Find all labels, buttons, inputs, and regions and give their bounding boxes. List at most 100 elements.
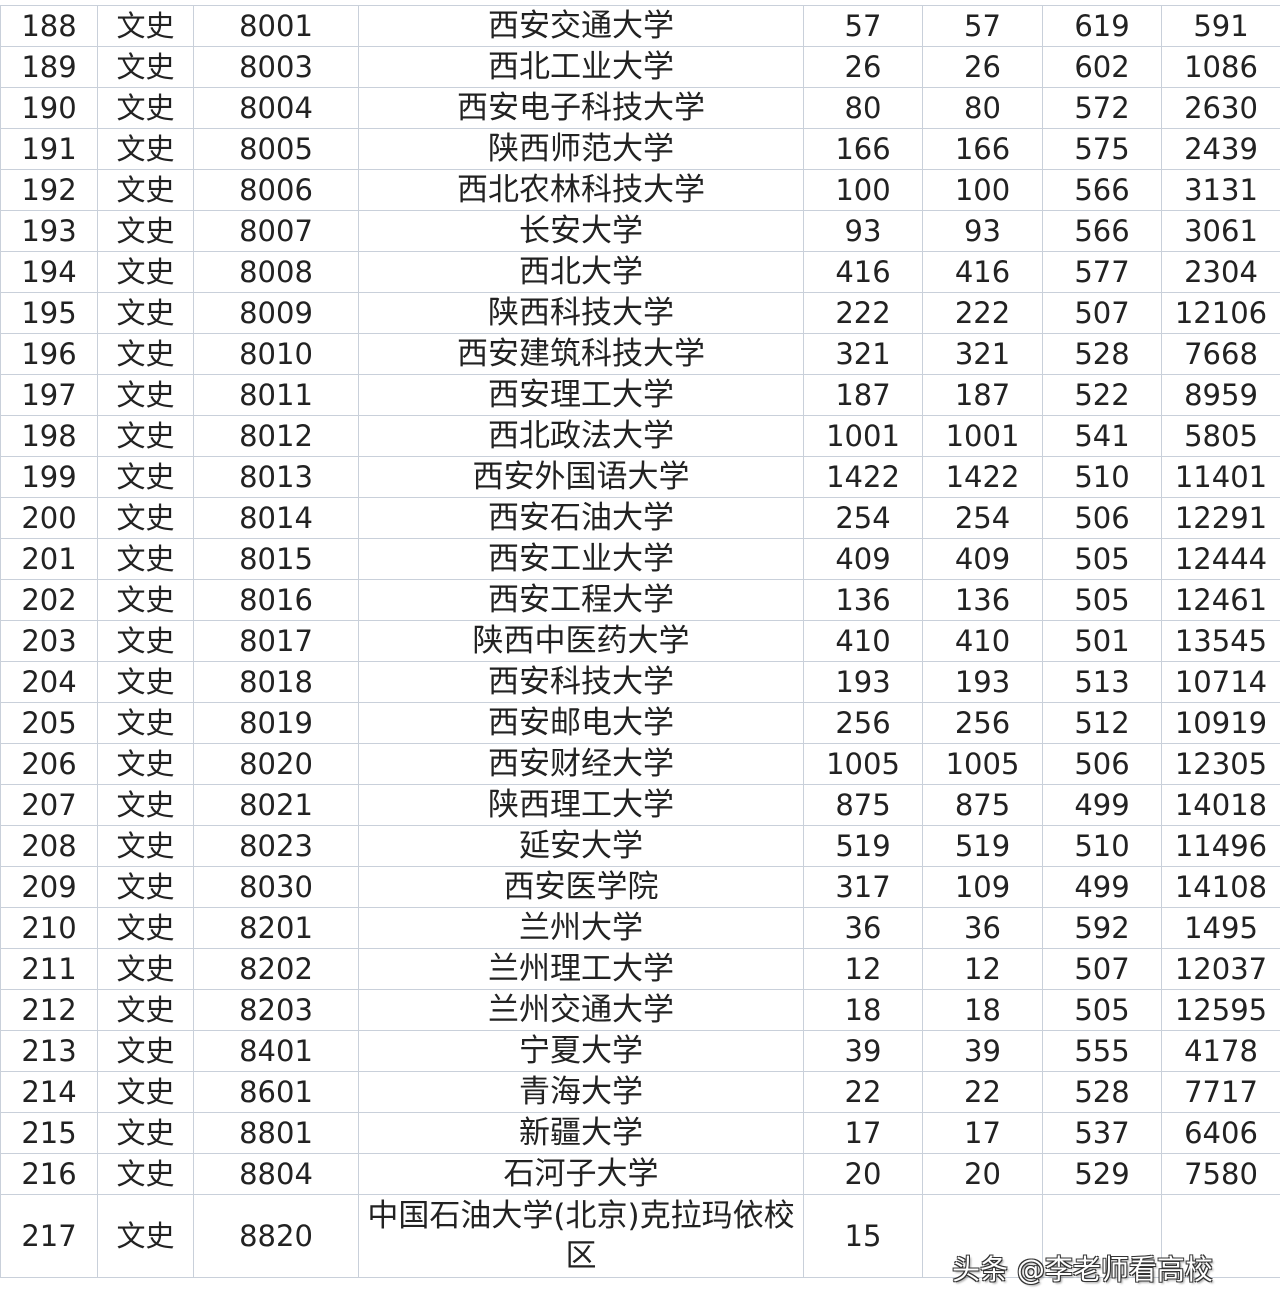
row-index-cell: 191 <box>0 128 98 170</box>
row-index-cell: 195 <box>0 292 98 334</box>
table-row: 191 文史 8005 陕西师范大学 166 166 575 2439 <box>0 128 1280 170</box>
school-code-cell: 8015 <box>193 538 359 580</box>
col-5-cell: 410 <box>803 620 923 662</box>
col-6-cell: 22 <box>922 1071 1043 1113</box>
row-index-cell: 215 <box>0 1112 98 1154</box>
school-code-cell: 8008 <box>193 251 359 293</box>
col-5-cell: 17 <box>803 1112 923 1154</box>
school-name-cell: 陕西师范大学 <box>358 128 804 170</box>
table-row: 200 文史 8014 西安石油大学 254 254 506 12291 <box>0 497 1280 539</box>
col-8-cell: 14108 <box>1161 866 1280 908</box>
row-index-cell: 192 <box>0 169 98 211</box>
table-row: 193 文史 8007 长安大学 93 93 566 3061 <box>0 210 1280 252</box>
col-7-cell: 575 <box>1042 128 1162 170</box>
row-index-cell: 190 <box>0 87 98 129</box>
school-code-cell: 8016 <box>193 579 359 621</box>
col-7-cell: 499 <box>1042 866 1162 908</box>
col-8-cell: 2439 <box>1161 128 1280 170</box>
table-row: 199 文史 8013 西安外国语大学 1422 1422 510 11401 <box>0 456 1280 498</box>
col-6-cell: 93 <box>922 210 1043 252</box>
table-row: 211 文史 8202 兰州理工大学 12 12 507 12037 <box>0 948 1280 990</box>
col-8-cell: 12106 <box>1161 292 1280 334</box>
school-name-cell: 石河子大学 <box>358 1153 804 1195</box>
row-index-cell: 209 <box>0 866 98 908</box>
row-index-cell: 194 <box>0 251 98 293</box>
col-8-cell: 11496 <box>1161 825 1280 867</box>
col-6-cell: 109 <box>922 866 1043 908</box>
row-index-cell: 211 <box>0 948 98 990</box>
school-name-cell: 陕西中医药大学 <box>358 620 804 662</box>
col-5-cell: 80 <box>803 87 923 129</box>
category-cell: 文史 <box>97 456 194 498</box>
category-cell: 文史 <box>97 374 194 416</box>
col-7-cell: 572 <box>1042 87 1162 129</box>
col-5-cell: 18 <box>803 989 923 1031</box>
table-row: 189 文史 8003 西北工业大学 26 26 602 1086 <box>0 46 1280 88</box>
school-name-cell: 延安大学 <box>358 825 804 867</box>
table-row: 214 文史 8601 青海大学 22 22 528 7717 <box>0 1071 1280 1113</box>
row-index-cell: 198 <box>0 415 98 457</box>
col-8-cell: 3131 <box>1161 169 1280 211</box>
category-cell: 文史 <box>97 538 194 580</box>
school-code-cell: 8010 <box>193 333 359 375</box>
col-5-cell: 36 <box>803 907 923 949</box>
row-index-cell: 208 <box>0 825 98 867</box>
col-5-cell: 26 <box>803 46 923 88</box>
col-5-cell: 875 <box>803 784 923 826</box>
col-5-cell: 1422 <box>803 456 923 498</box>
row-index-cell: 204 <box>0 661 98 703</box>
col-6-cell: 166 <box>922 128 1043 170</box>
school-name-cell: 西北政法大学 <box>358 415 804 457</box>
col-6-cell: 409 <box>922 538 1043 580</box>
table-row: 213 文史 8401 宁夏大学 39 39 555 4178 <box>0 1030 1280 1072</box>
col-8-cell: 7717 <box>1161 1071 1280 1113</box>
col-7-cell: 510 <box>1042 456 1162 498</box>
col-5-cell: 136 <box>803 579 923 621</box>
row-index-cell: 196 <box>0 333 98 375</box>
table-row: 204 文史 8018 西安科技大学 193 193 513 10714 <box>0 661 1280 703</box>
school-name-cell: 陕西理工大学 <box>358 784 804 826</box>
school-name-cell: 西安交通大学 <box>358 5 804 47</box>
col-8-cell: 10919 <box>1161 702 1280 744</box>
school-name-cell: 西安财经大学 <box>358 743 804 785</box>
school-name-cell: 兰州大学 <box>358 907 804 949</box>
table-row: 190 文史 8004 西安电子科技大学 80 80 572 2630 <box>0 87 1280 129</box>
school-code-cell: 8203 <box>193 989 359 1031</box>
row-index-cell: 214 <box>0 1071 98 1113</box>
category-cell: 文史 <box>97 87 194 129</box>
col-7-cell: 505 <box>1042 538 1162 580</box>
category-cell: 文史 <box>97 210 194 252</box>
col-5-cell: 1001 <box>803 415 923 457</box>
col-6-cell <box>922 1194 1043 1278</box>
category-cell: 文史 <box>97 1112 194 1154</box>
col-7-cell: 619 <box>1042 5 1162 47</box>
category-cell: 文史 <box>97 415 194 457</box>
row-index-cell: 201 <box>0 538 98 580</box>
col-5-cell: 317 <box>803 866 923 908</box>
school-name-cell: 西安工程大学 <box>358 579 804 621</box>
col-5-cell: 12 <box>803 948 923 990</box>
category-cell: 文史 <box>97 661 194 703</box>
col-6-cell: 18 <box>922 989 1043 1031</box>
col-7-cell: 499 <box>1042 784 1162 826</box>
category-cell: 文史 <box>97 579 194 621</box>
col-5-cell: 57 <box>803 5 923 47</box>
table-row: 196 文史 8010 西安建筑科技大学 321 321 528 7668 <box>0 333 1280 375</box>
col-7-cell: 592 <box>1042 907 1162 949</box>
col-6-cell: 26 <box>922 46 1043 88</box>
category-cell: 文史 <box>97 866 194 908</box>
school-code-cell: 8003 <box>193 46 359 88</box>
row-index-cell: 206 <box>0 743 98 785</box>
col-7-cell: 507 <box>1042 948 1162 990</box>
table-row: 194 文史 8008 西北大学 416 416 577 2304 <box>0 251 1280 293</box>
col-7-cell: 529 <box>1042 1153 1162 1195</box>
col-5-cell: 15 <box>803 1194 923 1278</box>
row-index-cell: 189 <box>0 46 98 88</box>
table-row: 205 文史 8019 西安邮电大学 256 256 512 10919 <box>0 702 1280 744</box>
category-cell: 文史 <box>97 5 194 47</box>
col-6-cell: 875 <box>922 784 1043 826</box>
category-cell: 文史 <box>97 620 194 662</box>
col-7-cell: 501 <box>1042 620 1162 662</box>
table-row: 208 文史 8023 延安大学 519 519 510 11496 <box>0 825 1280 867</box>
table-row: 202 文史 8016 西安工程大学 136 136 505 12461 <box>0 579 1280 621</box>
